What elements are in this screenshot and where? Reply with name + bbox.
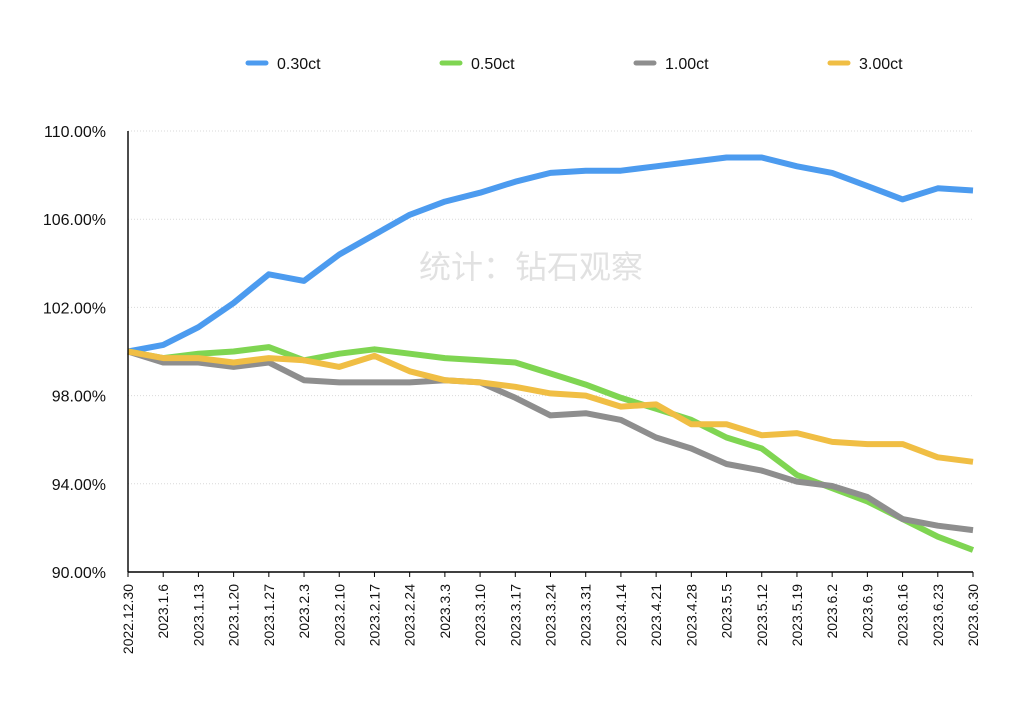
x-tick-label: 2023.2.17	[366, 584, 382, 646]
series-line-3	[127, 348, 974, 465]
legend-label: 3.00ct	[859, 56, 903, 73]
x-tick-label: 2023.1.20	[226, 584, 242, 646]
x-tick-label: 2023.3.17	[507, 584, 523, 646]
x-tick-label: 2023.5.5	[719, 584, 735, 639]
x-tick-label: 2023.3.10	[472, 584, 488, 646]
series-line-2	[127, 348, 974, 534]
x-tick-label: 2023.6.23	[930, 584, 946, 646]
legend-item: 3.00ct	[827, 56, 903, 73]
legend-item: 0.50ct	[439, 56, 515, 73]
y-axis-ticks: 90.00% 94.00% 98.00% 102.00% 106.00% 110.00%	[43, 124, 106, 582]
y-tick-label: 106.00%	[43, 212, 106, 229]
x-tick-label: 2023.3.31	[578, 584, 594, 646]
series-lines	[127, 154, 975, 553]
x-tick-label: 2023.1.13	[190, 584, 206, 646]
x-tick-label: 2023.4.21	[648, 584, 664, 646]
series-line-1	[127, 344, 975, 553]
y-tick-label: 102.00%	[43, 300, 106, 317]
legend-item: 1.00ct	[633, 56, 709, 73]
legend-label: 0.50ct	[471, 56, 515, 73]
x-tick-label: 2023.1.27	[261, 584, 277, 646]
x-tick-label: 2023.1.6	[155, 584, 171, 639]
x-tick-label: 2023.6.9	[859, 584, 875, 639]
x-tick-label: 2022.12.30	[120, 584, 136, 654]
watermark-text: 统计：钻石观察	[419, 248, 643, 286]
x-axis-ticks: 2022.12.30 2023.1.6 2023.1.13 2023.1.20 2023…	[120, 572, 981, 654]
series-line-0	[127, 154, 974, 355]
x-tick-label: 2023.6.30	[965, 584, 981, 646]
x-tick-label: 2023.4.14	[613, 584, 629, 646]
legend: 0.30ct 0.50ct 1.00ct 3.00ct	[245, 56, 903, 73]
y-tick-label: 90.00%	[52, 565, 106, 582]
legend-item: 0.30ct	[245, 56, 321, 73]
x-tick-label: 2023.2.10	[331, 584, 347, 646]
x-tick-label: 2023.2.3	[296, 584, 312, 639]
x-tick-label: 2023.4.28	[683, 584, 699, 646]
y-tick-label: 98.00%	[52, 389, 106, 406]
y-tick-label: 110.00%	[44, 124, 106, 141]
x-tick-label: 2023.5.12	[754, 584, 770, 646]
x-tick-label: 2023.3.3	[437, 584, 453, 639]
legend-label: 0.30ct	[277, 56, 321, 73]
x-tick-label: 2023.3.24	[543, 584, 559, 646]
x-tick-label: 2023.5.19	[789, 584, 805, 646]
y-tick-label: 94.00%	[52, 477, 106, 494]
x-tick-label: 2023.6.16	[895, 584, 911, 646]
x-tick-label: 2023.6.2	[824, 584, 840, 639]
x-tick-label: 2023.2.24	[402, 584, 418, 646]
legend-label: 1.00ct	[665, 56, 709, 73]
